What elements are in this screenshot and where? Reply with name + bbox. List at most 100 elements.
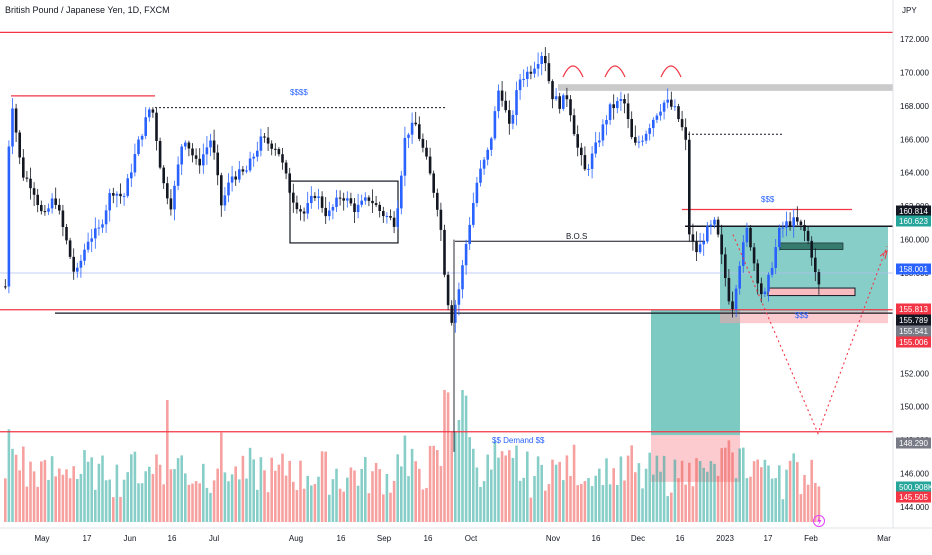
price-badge-label: 148.290 [899,439,928,448]
volume-bar [652,474,655,522]
candle-body [515,90,518,115]
time-scale[interactable]: May 17 Jun 16 Jul Aug 16 Sep 16 Oct Nov 16 Dec 16 2023… [0,527,932,543]
volume-bar [374,462,378,522]
candle-body [47,208,50,212]
candle-body [490,138,493,150]
volume-bar [742,447,745,522]
volume-bar [4,478,7,522]
volume-bar [533,475,536,522]
candle-body [40,205,43,212]
x-tick-label: 16 [676,534,685,543]
candle-body [288,173,291,193]
candle-body [662,102,666,112]
volume-bar [558,461,561,522]
volume-bar [220,432,223,522]
candle-body [180,146,183,165]
supply-zone [558,84,893,91]
volume-bar [428,445,432,522]
volume-bar [486,454,489,522]
low-liquidity-label: $$$ [795,311,809,320]
volume-bar [605,458,608,522]
candle-body [320,196,324,208]
x-tick-label: Jul [209,534,219,543]
candle-body [194,155,198,159]
candle-body [11,108,14,147]
lightning-icon[interactable] [813,515,825,527]
candle-body [216,152,219,176]
candle-body [522,78,525,80]
volume-bar [227,481,230,522]
volume-bar [122,479,126,522]
candle-body [176,164,180,186]
volume-bar [54,476,57,522]
volume-bar [295,490,299,522]
candle-body [587,168,590,170]
zones-layer [289,84,893,482]
candle-body [731,301,734,310]
price-badge-label: 155.541 [899,327,928,336]
candle-body [392,217,396,227]
volume-bar [392,480,396,522]
volume-bar [382,494,385,522]
candle-body [418,124,421,139]
mid-liquidity-label: $$$ [761,195,775,204]
volume-bar [259,457,263,522]
candle-body [810,240,813,258]
volume-bar [180,455,183,522]
candle-body [508,110,511,124]
candle-body [410,122,414,135]
volume-bar [223,472,227,522]
candle-body [238,169,241,180]
volume-bar [781,499,785,522]
volume-bar [767,465,770,522]
candle-body [436,192,439,210]
volume-bar [544,490,547,522]
candle-body [558,96,561,109]
candle-body [151,109,155,113]
candle-body [389,216,392,218]
volume-bar [396,454,399,522]
volume-bar [115,464,119,522]
candle-body [641,140,644,142]
candle-body [130,172,133,179]
volume-bar [623,480,626,522]
volume-bar [698,461,702,522]
volume-bar [338,488,342,522]
volume-bar [313,484,317,522]
candle-body [529,71,533,74]
y-tick-label: 150.000 [900,403,929,412]
y-tick-label: 152.000 [900,369,929,378]
x-tick-label: May [34,534,49,543]
volume-bar [310,485,313,522]
volume-bar [580,484,583,522]
candle-body [781,227,785,229]
candle-body [562,95,565,109]
volume-bar [504,455,507,522]
volume-bar [198,483,201,522]
candle-body [317,196,320,199]
candle-body [212,140,216,153]
candle-body [702,241,705,245]
candle-body [79,260,83,268]
candle-body [425,147,428,157]
volume-bar [655,455,659,522]
candle-body [328,210,331,217]
candle-body [497,90,500,112]
candle-body [385,216,389,218]
price-scale[interactable]: JPY 172.000 170.000 168.000 166.000 164.000 1… [892,0,932,528]
volume-bar [29,461,32,522]
candle-body [698,244,702,253]
candle-body [565,95,569,100]
volume-bar [364,457,367,522]
bos-label: B.O.S [566,232,587,241]
volume-bar [86,461,90,522]
candle-body [248,158,252,171]
candle-body [461,265,464,290]
top-liquidity-label: $$$$ [290,88,308,97]
candle-body [648,128,651,134]
candle-body [590,153,594,169]
price-badge-label: 155.789 [899,316,928,325]
candle-body [263,136,266,138]
